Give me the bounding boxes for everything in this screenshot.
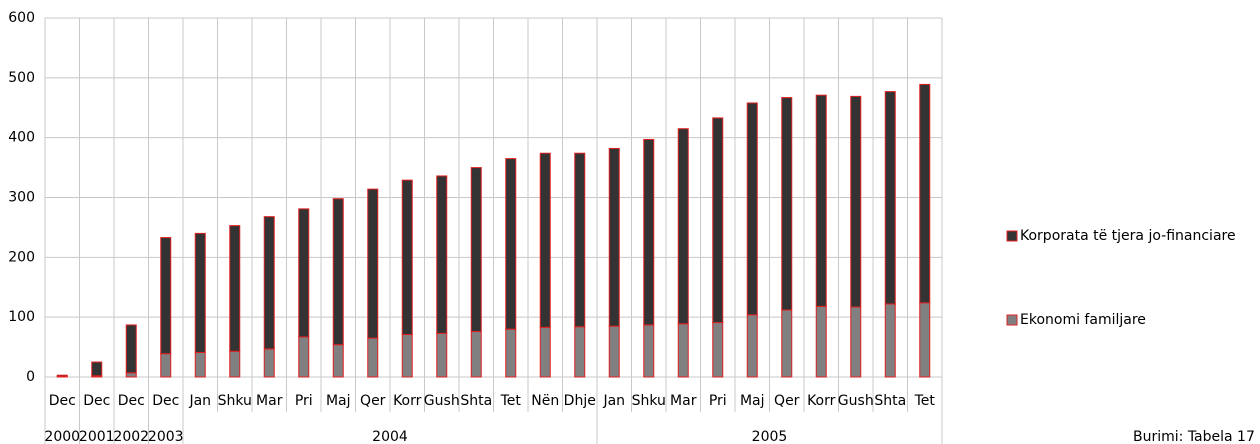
legend-swatch [1006,230,1018,242]
x-tick-label: Korr [393,393,422,409]
x-tick-label: Dec [83,393,110,409]
y-tick-label: 500 [8,70,35,86]
x-tick-label: Korr [807,393,836,409]
bar-segment [850,306,862,378]
legend-label: Ekonomi familjare [1020,312,1146,328]
bar-segment [746,102,758,316]
group-label: 2005 [752,429,788,444]
x-tick-label: Pri [295,393,313,409]
group-label: 2004 [372,429,408,444]
x-tick-label: Dec [118,393,145,409]
legend-label: Korporata të tjera jo-financiare [1020,228,1236,244]
x-tick-label: Jan [602,393,625,409]
bar-segment [332,198,344,346]
y-tick-label: 100 [8,309,35,325]
bar-segment [712,322,724,378]
x-tick-label: Gush [838,393,874,409]
bar-segment [677,323,689,378]
bar-segment [332,344,344,378]
x-tick-label: Jan [188,393,211,409]
y-tick-label: 400 [8,130,35,146]
x-tick-label: Shku [632,393,666,409]
bar-segment [643,324,655,378]
bar-segment [677,128,689,325]
bar-segment [539,152,551,328]
bar-segment [436,175,448,334]
bar-segment [367,188,379,339]
x-tick-label: Dhje [564,393,596,409]
bar-segment [505,158,517,330]
bar-segment [470,167,482,333]
bar-segment [505,328,517,378]
bar-segment [919,83,931,304]
bar-segment [608,147,620,327]
x-tick-label: Nën [531,393,559,409]
bar-segment [194,232,206,353]
bar-segment [746,314,758,378]
x-tick-label: Shta [874,393,906,409]
bar-segment [574,326,586,378]
x-tick-label: Shta [460,393,492,409]
x-tick-label: Qer [360,393,386,409]
x-tick-label: Tet [500,393,522,409]
bar-segment [884,303,896,378]
x-tick-label: Dec [49,393,76,409]
bar-segment [56,374,68,377]
group-label: 2003 [148,429,184,444]
x-tick-label: Gush [424,393,460,409]
bar-segment [298,208,310,338]
x-tick-label: Maj [740,393,765,409]
group-label: 2002 [113,429,149,444]
legend-swatch [1006,314,1018,326]
bar-segment [608,325,620,378]
bar-segment [781,309,793,378]
bar-segment [470,331,482,378]
source-note: Burimi: Tabela 17 [1133,429,1255,444]
bar-segment [367,337,379,378]
x-tick-label: Pri [709,393,727,409]
bar-segment [436,332,448,378]
bar-segment [643,138,655,326]
bar-segment [850,95,862,308]
bar-segment [160,237,172,355]
bar-segment [125,324,137,374]
bar-segment [781,97,793,311]
x-tick-label: Maj [326,393,351,409]
bar-segment [298,336,310,378]
x-tick-label: Mar [670,393,697,409]
bar-segment [884,91,896,305]
bar-segment [263,348,275,378]
bar-segment [194,351,206,378]
x-tick-label: Mar [256,393,283,409]
bar-segment [91,361,103,377]
bar-segment [401,334,413,378]
bar-segment [815,305,827,378]
y-tick-label: 600 [8,10,35,26]
bar-segment [539,326,551,378]
y-tick-label: 0 [26,369,35,385]
x-tick-label: Tet [914,393,936,409]
bar-segment [160,353,172,378]
y-tick-label: 300 [8,190,35,206]
bar-segment [125,372,137,378]
x-tick-label: Dec [152,393,179,409]
group-label: 2001 [79,429,115,444]
bar-segment [574,152,586,328]
y-tick-label: 200 [8,249,35,265]
x-tick-label: Qer [774,393,800,409]
bar-segment [712,117,724,324]
x-tick-label: Shku [218,393,252,409]
bar-segment [229,350,241,378]
bar-segment [229,225,241,352]
bar-segment [919,302,931,378]
bar-segment [263,216,275,350]
bar-segment [401,179,413,336]
bar-segment [815,94,827,307]
group-label: 2000 [44,429,80,444]
